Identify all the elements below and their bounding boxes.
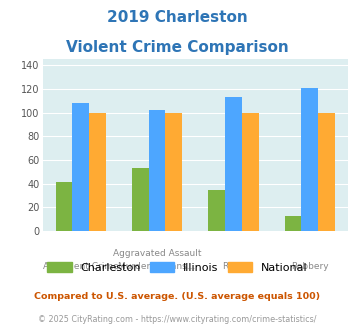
Text: © 2025 CityRating.com - https://www.cityrating.com/crime-statistics/: © 2025 CityRating.com - https://www.city…: [38, 315, 317, 324]
Bar: [225, 97, 242, 231]
Bar: [89, 113, 106, 231]
Text: All Violent Crime: All Violent Crime: [43, 262, 119, 271]
Text: Murder & Mans...: Murder & Mans...: [119, 262, 196, 271]
Bar: [318, 113, 335, 231]
Bar: [301, 88, 318, 231]
Bar: [208, 189, 225, 231]
Bar: [285, 215, 301, 231]
Bar: [132, 168, 149, 231]
Bar: [242, 113, 258, 231]
Bar: [56, 182, 72, 231]
Bar: [72, 103, 89, 231]
Bar: [149, 110, 165, 231]
Bar: [165, 113, 182, 231]
Legend: Charleston, Illinois, National: Charleston, Illinois, National: [43, 258, 312, 278]
Text: Robbery: Robbery: [291, 262, 328, 271]
Text: Aggravated Assault: Aggravated Assault: [113, 249, 201, 258]
Text: Compared to U.S. average. (U.S. average equals 100): Compared to U.S. average. (U.S. average …: [34, 292, 321, 301]
Text: 2019 Charleston: 2019 Charleston: [107, 10, 248, 25]
Text: Rape: Rape: [222, 262, 245, 271]
Text: Violent Crime Comparison: Violent Crime Comparison: [66, 40, 289, 54]
